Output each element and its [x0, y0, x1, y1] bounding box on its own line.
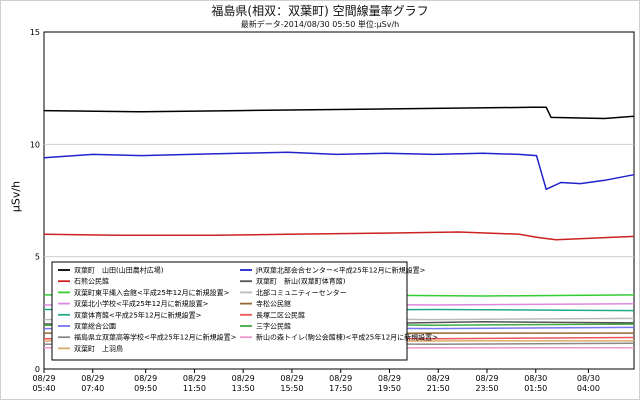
y-tick-label: 10 [30, 140, 40, 149]
plot-area [43, 31, 635, 370]
x-tick-date: 08/29 [378, 374, 401, 383]
x-tick-time: 17:50 [329, 384, 352, 393]
legend-label: 福島県立双葉高等学校<平成25年12月に新規設置> [74, 333, 237, 342]
x-tick-time: 21:50 [427, 384, 450, 393]
legend-label: 長塚二区公民館 [256, 310, 305, 319]
legend-label: JR双葉北部会合センター<平成25年12月に新規設置> [255, 266, 426, 275]
legend-label: 三字公民館 [256, 322, 291, 331]
legend-label: 双葉北小学校<平成25年12月に新規設置> [74, 299, 209, 308]
x-tick-time: 23:50 [475, 384, 498, 393]
legend-label: 北部コミュニティーセンター [256, 288, 347, 297]
y-tick-label: 0 [35, 365, 40, 374]
x-tick-time: 09:50 [134, 384, 157, 393]
x-tick-date: 08/29 [183, 374, 206, 383]
series-line [43, 231, 635, 241]
x-tick-date: 08/29 [427, 374, 450, 383]
legend-label: 双葉町 新山(双葉町体育館) [256, 277, 346, 286]
chart-title: 福島県(相双：双葉町) 空間線量率グラフ [211, 4, 429, 18]
x-tick-time: 04:00 [577, 384, 600, 393]
legend-label: 双葉町 山田(山田農村広場) [74, 266, 164, 275]
x-tick-date: 08/29 [134, 374, 157, 383]
y-tick-label: 15 [30, 28, 40, 37]
x-tick-date: 08/30 [577, 374, 600, 383]
legend-label: 双葉体育館<平成25年12月に新規設置> [74, 310, 202, 319]
x-tick-date: 08/29 [81, 374, 104, 383]
x-tick-date: 08/29 [280, 374, 303, 383]
legend-label: 双葉総合公園 [74, 322, 116, 331]
series-line [43, 151, 635, 191]
x-tick-date: 08/29 [32, 374, 55, 383]
x-tick-time: 11:50 [183, 384, 206, 393]
legend-label: 新山の森トイレ(駒公会館棟)<平成25年12月に新規設置> [256, 333, 438, 342]
x-tick-time: 05:40 [32, 384, 55, 393]
x-tick-time: 15:50 [280, 384, 303, 393]
x-tick-time: 19:50 [378, 384, 401, 393]
x-tick-date: 08/29 [329, 374, 352, 383]
x-tick-time: 01:50 [524, 384, 547, 393]
series-line [43, 106, 635, 120]
x-tick-time: 13:50 [232, 384, 255, 393]
y-tick-label: 5 [35, 253, 40, 262]
legend-label: 石熊公民館 [74, 277, 109, 286]
legend-label: 双葉町東平縄入会館<平成25年12月に新規設置> [74, 288, 230, 297]
x-tick-date: 08/29 [232, 374, 255, 383]
x-tick-date: 08/29 [475, 374, 498, 383]
x-tick-time: 07:40 [81, 384, 104, 393]
legend-label: 双葉町 上羽鳥 [74, 344, 123, 353]
legend-label: 寺松公民館 [256, 299, 291, 308]
legend [51, 261, 408, 361]
x-tick-date: 08/30 [524, 374, 547, 383]
chart-subtitle: 最新データ-2014/08/30 05:50 単位:μSv/h [240, 20, 400, 29]
